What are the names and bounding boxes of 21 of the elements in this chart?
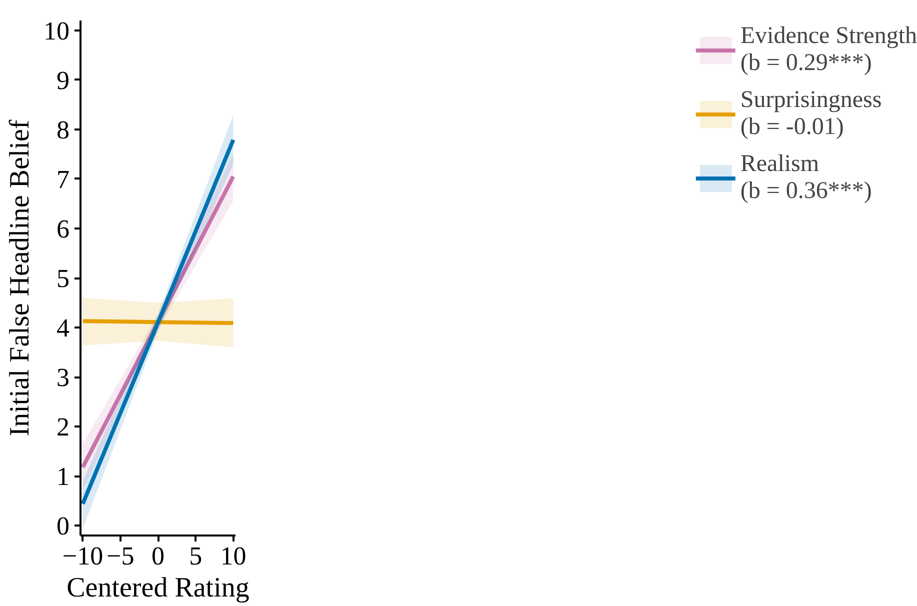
y-tick-label: 6 bbox=[56, 214, 70, 244]
y-tick-label: 9 bbox=[56, 66, 70, 95]
x-tick-label: 10 bbox=[220, 542, 246, 570]
legend-label: Evidence Strength (b = 0.29***) bbox=[740, 22, 917, 78]
x-axis-title: Centered Rating bbox=[66, 572, 250, 604]
y-tick-label: 10 bbox=[44, 16, 70, 46]
y-tick-label: 4 bbox=[56, 314, 70, 343]
y-tick-label: 1 bbox=[56, 462, 70, 492]
y-tick-label: 3 bbox=[56, 363, 70, 392]
legend-label: Realism (b = 0.36***) bbox=[740, 150, 872, 206]
x-tick-label: −10 bbox=[62, 542, 104, 570]
y-tick-label: 8 bbox=[56, 115, 70, 144]
x-tick-label: −5 bbox=[106, 542, 134, 570]
y-axis-title: Initial False Headline Belief bbox=[4, 119, 36, 436]
x-tick-label: 5 bbox=[189, 542, 202, 570]
x-tick-label: 0 bbox=[152, 542, 164, 570]
legend-label: Surprisingness (b = -0.01) bbox=[740, 86, 882, 142]
y-tick-label: 7 bbox=[56, 164, 70, 194]
y-tick-label: 5 bbox=[56, 264, 70, 293]
y-tick-label: 0 bbox=[56, 512, 70, 541]
y-tick-label: 2 bbox=[56, 412, 70, 442]
